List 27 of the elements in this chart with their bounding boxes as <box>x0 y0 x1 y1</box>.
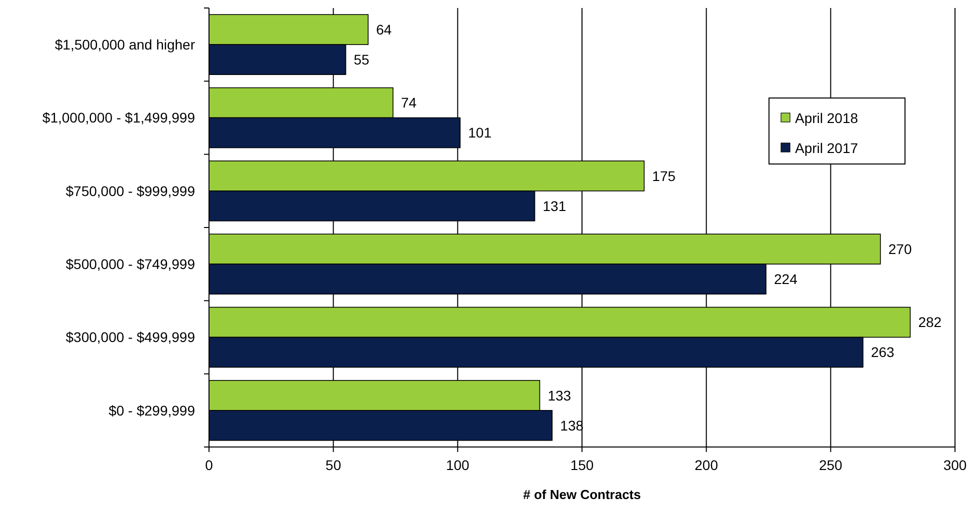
data-label: 64 <box>376 21 392 38</box>
data-label: 175 <box>652 168 676 184</box>
data-label: 133 <box>548 387 572 404</box>
legend-label: April 2018 <box>795 110 858 126</box>
y-tick-label: $1,000,000 - $1,499,999 <box>42 110 196 126</box>
legend-label: April 2017 <box>795 140 858 156</box>
data-label: 131 <box>542 198 566 214</box>
x-tick-label: 50 <box>326 457 342 473</box>
x-tick-label: 150 <box>570 457 594 473</box>
data-label: 270 <box>888 240 912 257</box>
x-tick-label: 250 <box>818 457 843 473</box>
data-label: 101 <box>468 124 492 141</box>
data-label: 55 <box>354 51 370 68</box>
data-label: 224 <box>774 270 798 287</box>
data-label: 282 <box>918 314 942 330</box>
data-label: 74 <box>401 94 417 111</box>
x-tick-label: 100 <box>446 457 470 473</box>
y-tick-label: $0 - $299,999 <box>108 402 196 418</box>
x-tick-label: 0 <box>205 457 214 473</box>
y-tick-label: $500,000 - $749,999 <box>66 256 196 272</box>
y-tick-label: $1,500,000 and higher <box>54 36 196 52</box>
x-tick-label: 200 <box>694 457 718 473</box>
x-tick-label: 300 <box>943 457 967 473</box>
y-tick-label: $750,000 - $999,999 <box>66 182 196 199</box>
y-tick-label: $300,000 - $499,999 <box>66 329 196 346</box>
data-label: 263 <box>870 344 895 360</box>
x-axis-title: # of New Contracts <box>523 487 641 502</box>
